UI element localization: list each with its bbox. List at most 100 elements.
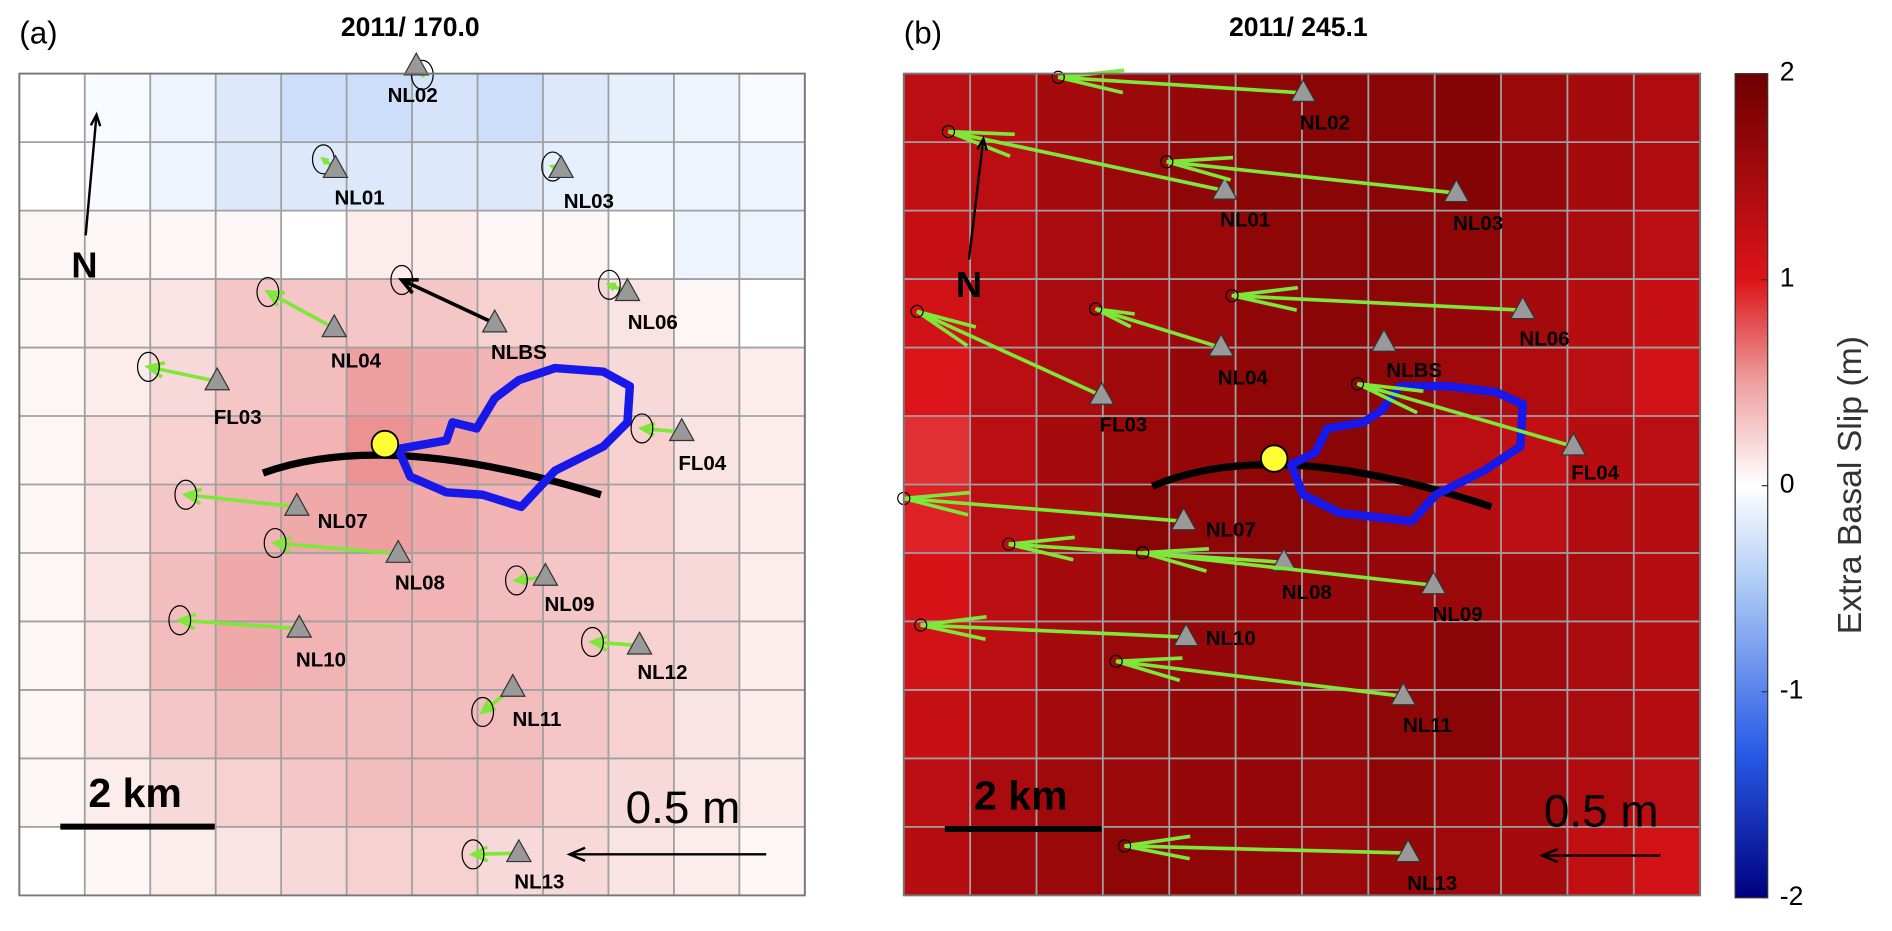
slip-cell <box>412 758 478 828</box>
slip-cell <box>1301 73 1369 143</box>
slip-cell <box>673 73 740 143</box>
slip-cell <box>542 758 609 828</box>
station-marker <box>1420 570 1447 595</box>
slip-cell <box>1567 210 1635 280</box>
station-label: FL04 <box>678 452 726 475</box>
slip-cell <box>346 142 413 211</box>
rupture-outline <box>1286 381 1527 526</box>
slip-cell <box>673 689 740 759</box>
station-label: NL02 <box>388 84 438 107</box>
station-label: NL10 <box>296 649 346 672</box>
slip-cell <box>346 689 413 759</box>
station-marker <box>505 838 532 863</box>
station-label: NLBS <box>1386 359 1442 382</box>
slip-cell <box>84 826 151 896</box>
error-ellipse <box>1002 537 1016 551</box>
slip-cell <box>970 552 1037 622</box>
station-label: NL11 <box>1403 714 1452 737</box>
slip-cell <box>19 73 86 143</box>
error-ellipse <box>941 124 956 139</box>
slip-cell <box>608 552 675 622</box>
slip-cell <box>19 621 86 691</box>
slip-cell <box>1235 826 1303 896</box>
arrow-head <box>468 845 489 863</box>
station-marker <box>1509 295 1536 320</box>
slip-cell <box>281 73 347 143</box>
slip-cell <box>739 416 806 485</box>
slip-cell <box>150 689 217 759</box>
error-ellipse <box>168 605 192 636</box>
station-label: NL03 <box>1453 212 1503 235</box>
slip-cell <box>1633 689 1701 759</box>
displacement-arrow <box>920 623 1187 639</box>
error-ellipse <box>471 696 495 728</box>
colorbar-tick-label: -2 <box>1780 881 1804 911</box>
slip-cell <box>1102 689 1170 759</box>
slip-cell <box>281 279 347 348</box>
slip-cell <box>739 347 806 417</box>
map-panel: (a) 2011/ 170.0 NL02 NL01 NL03 NL04 NLBS NL06 FL… <box>18 12 806 897</box>
slip-cell <box>1036 758 1104 828</box>
station-marker <box>1211 176 1238 200</box>
slip-cell <box>542 210 609 280</box>
slip-cell <box>150 73 217 143</box>
slip-cell <box>84 621 151 691</box>
displacement-arrow <box>1166 159 1457 195</box>
slip-cell <box>215 73 282 143</box>
station-marker <box>1443 178 1470 203</box>
station-label: NL01 <box>1220 208 1270 231</box>
slip-cell <box>903 416 971 485</box>
slip-cell <box>1235 73 1303 143</box>
slip-cell <box>903 210 971 280</box>
slip-cell <box>84 279 151 348</box>
slip-cell <box>346 552 413 622</box>
slip-cell <box>346 484 413 554</box>
displacement-arrow <box>1058 75 1304 95</box>
slip-cell <box>542 689 609 759</box>
slip-cell <box>150 552 217 622</box>
north-arrow-head <box>976 135 988 151</box>
arrow-head <box>320 156 330 165</box>
station-label: NL01 <box>335 187 385 210</box>
station-marker <box>1173 622 1200 647</box>
slip-cell <box>19 826 86 896</box>
slip-cell <box>970 621 1037 691</box>
slip-cell <box>150 416 217 485</box>
slip-cell <box>1633 416 1701 485</box>
station-marker <box>499 673 526 697</box>
arrow-head <box>1231 285 1299 312</box>
slip-cell <box>970 73 1037 143</box>
slip-cell <box>215 689 282 759</box>
station-marker <box>385 539 412 563</box>
slip-cell <box>84 142 151 211</box>
panel-label: (b) <box>904 15 942 50</box>
displacement-arrow <box>267 290 336 330</box>
error-ellipse <box>461 839 485 870</box>
slip-cell <box>412 347 478 417</box>
slip-cell <box>1102 210 1170 280</box>
slip-cell <box>1567 73 1635 143</box>
station-label: NL04 <box>331 349 382 372</box>
slip-cell <box>608 484 675 554</box>
scale-bar-label: 2 km <box>88 770 182 816</box>
slip-cell <box>673 484 740 554</box>
slip-cell <box>608 689 675 759</box>
error-ellipse <box>1117 839 1132 853</box>
slip-cell <box>215 826 282 896</box>
station-marker <box>1390 681 1417 706</box>
station-label: NLBS <box>491 341 547 364</box>
slip-cell <box>1301 689 1369 759</box>
slip-cell <box>542 347 609 417</box>
slip-cell <box>281 552 347 622</box>
slip-cell <box>281 347 347 417</box>
slip-cell <box>19 142 86 211</box>
slip-cell <box>1633 347 1701 417</box>
slip-cell <box>1501 484 1568 554</box>
displacement-arrow <box>592 640 640 648</box>
station-label: NL07 <box>1206 518 1256 541</box>
arrow-head <box>512 573 527 586</box>
station-marker <box>1270 547 1297 572</box>
colorbar-label: Extra Basal Slip (m) <box>1831 336 1869 634</box>
slip-cell <box>1434 758 1502 828</box>
slip-cell <box>1434 279 1502 348</box>
